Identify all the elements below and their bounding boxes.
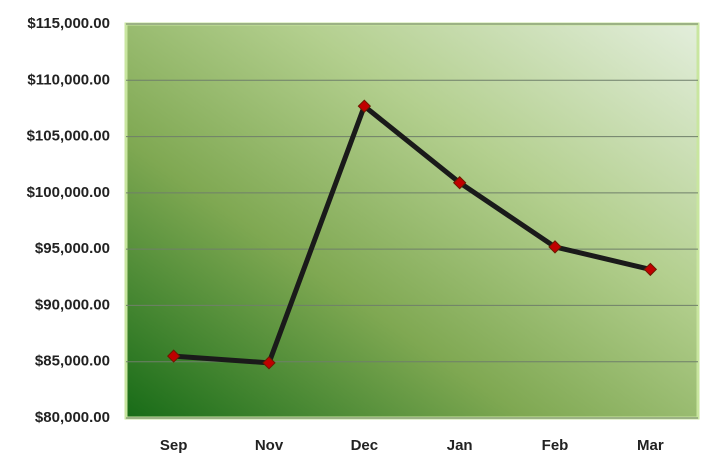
x-tick-label: Jan <box>447 437 473 454</box>
data-point <box>452 176 467 190</box>
x-tick-label: Nov <box>255 437 284 454</box>
data-point <box>166 349 181 363</box>
y-tick-label: $95,000.00 <box>35 240 110 257</box>
x-tick-label: Sep <box>160 437 188 454</box>
y-tick-label: $110,000.00 <box>27 71 110 88</box>
y-tick-label: $85,000.00 <box>35 353 110 370</box>
data-point <box>357 99 372 113</box>
data-point <box>548 240 562 254</box>
series-line <box>173 103 651 366</box>
y-tick-label: $90,000.00 <box>35 296 110 313</box>
y-tick-label: $115,000.00 <box>27 15 110 32</box>
y-tick-label: $100,000.00 <box>27 184 110 201</box>
plot-area <box>124 22 700 420</box>
data-point <box>643 262 658 277</box>
x-tick-label: Dec <box>351 437 379 454</box>
data-point <box>262 356 276 370</box>
y-tick-label: $80,000.00 <box>35 409 110 426</box>
x-tick-label: Mar <box>637 437 664 454</box>
y-tick-label: $105,000.00 <box>27 128 110 145</box>
x-tick-label: Feb <box>542 437 569 454</box>
